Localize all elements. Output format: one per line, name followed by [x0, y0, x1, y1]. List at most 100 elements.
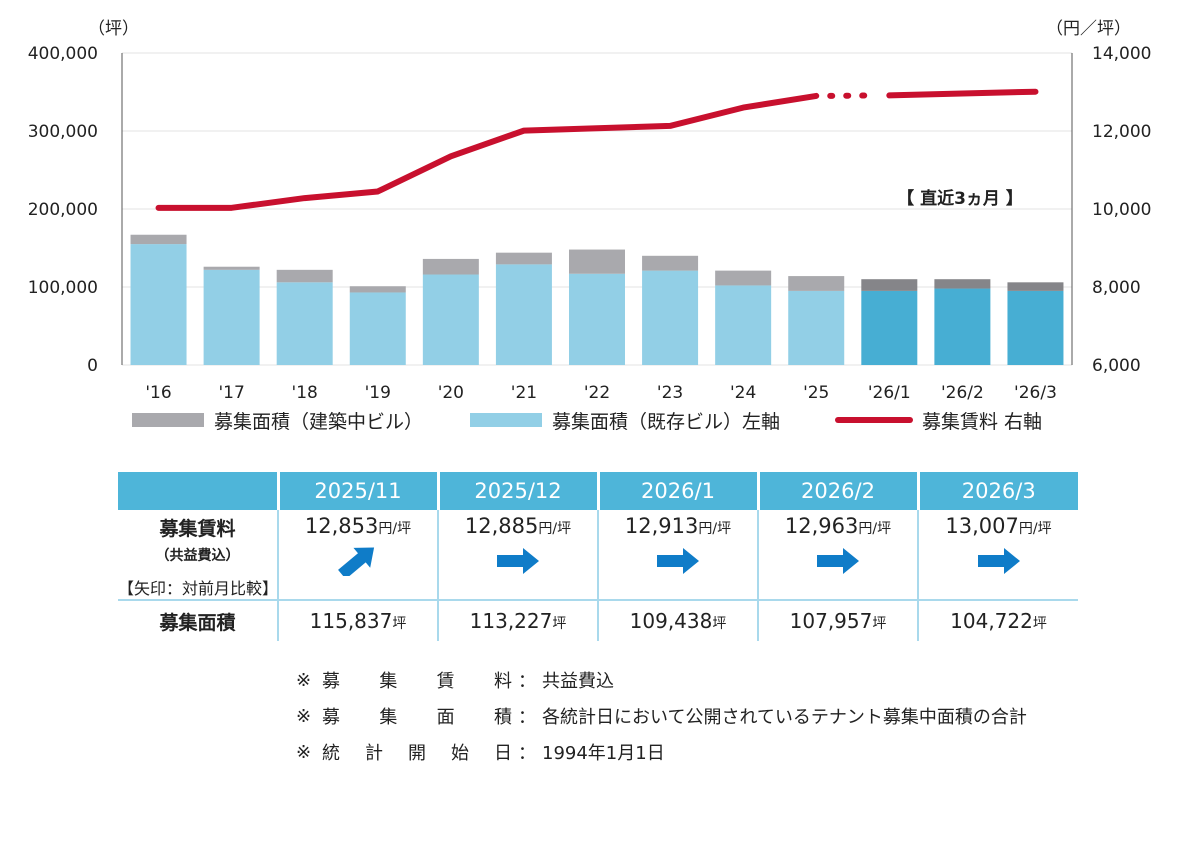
summary-table: 2025/11 2025/12 2026/1 2026/2 2026/3 募集賃…: [118, 472, 1078, 641]
right-tick-label: 12,000: [1092, 122, 1151, 142]
table-header-month: 2026/1: [596, 472, 758, 510]
footnote-label-char: 統: [322, 743, 340, 764]
arrow-right-icon: [817, 548, 859, 574]
bar-existing: [569, 273, 625, 365]
area-cell: 107,957坪: [757, 599, 918, 641]
bar-under-construction: [422, 258, 479, 275]
area-value: 113,227: [469, 609, 553, 633]
x-tick-label: '20: [438, 383, 464, 403]
bar-under-construction: [276, 269, 333, 283]
x-tick-label: '18: [292, 383, 318, 403]
rent-cell: 12,885円/坪: [437, 510, 598, 600]
footnote-text: 各統計日において公開されているテナント募集中面積の合計: [542, 707, 1027, 728]
bar-existing: [130, 244, 187, 365]
rent-value: 12,853: [304, 514, 379, 538]
footnote-label-char: 料: [493, 671, 512, 692]
rent-cell: 12,963円/坪: [757, 510, 918, 600]
x-tick-label: '21: [511, 383, 537, 403]
area-cell: 113,227坪: [437, 599, 598, 641]
rent-unit: 円/坪: [858, 521, 892, 537]
table-row-area: 募集面積 115,837坪 113,227坪 109,438坪 107,957坪…: [118, 599, 1078, 641]
arrow-right-icon: [657, 548, 699, 574]
area-unit: 坪: [392, 616, 407, 632]
footnote-label-char: 積: [493, 707, 512, 728]
footnote-mark: ※: [296, 705, 312, 727]
rent-value: 12,885: [464, 514, 539, 538]
bar-existing: [276, 282, 333, 365]
bar-existing: [1007, 290, 1064, 365]
footnote-text: 1994年1月1日: [542, 743, 665, 764]
area-value: 104,722: [950, 609, 1033, 633]
footnote-mark: ※: [296, 669, 312, 691]
table-header-month: 2025/11: [276, 472, 438, 510]
footnotes: ※ 募集賃料：共益費込 ※ 募集面積：各統計日において公開されているテナント募集中面積…: [296, 662, 1027, 770]
legend-swatch-construction: [132, 413, 204, 427]
footnote-label-char: 面: [436, 707, 455, 728]
rent-label-main: 募集賃料: [159, 518, 236, 540]
bar-under-construction: [569, 249, 625, 274]
bar-existing: [349, 292, 406, 365]
rent-line-recent: [886, 88, 1039, 99]
chart-area: 0 100,000 200,000 300,000 400,000 6,000 8,000 1…: [28, 19, 1152, 433]
table-row-rent: 募集賃料（共益費込） 【矢印：対前月比較】 12,853円/坪 12,885円/…: [118, 510, 1078, 600]
rent-unit: 円/坪: [538, 521, 572, 537]
right-tick-label: 10,000: [1092, 200, 1151, 220]
rent-line: [155, 92, 820, 211]
area-cell: 115,837坪: [277, 599, 438, 641]
left-tick-label: 100,000: [28, 278, 98, 298]
rent-value: 12,963: [784, 514, 859, 538]
rent-label-sub: （共益費込）: [155, 548, 240, 564]
area-cell: 109,438坪: [597, 599, 758, 641]
footnote-mark: ※: [296, 741, 312, 763]
x-tick-label: '16: [145, 383, 171, 403]
bar-existing: [788, 290, 845, 365]
footnote-row: ※ 募 集 面 積 ： 各統計日において公開されているテナント募集中面積の合計: [296, 698, 1027, 734]
x-tick-label: '19: [365, 383, 391, 403]
area-unit: 坪: [712, 616, 727, 632]
rent-line-gap: [827, 92, 881, 99]
recent-annotation: 【 直近3ヵ月 】: [897, 188, 1023, 209]
legend-label-construction: 募集面積（建築中ビル）: [214, 411, 423, 433]
right-tick-label: 6,000: [1092, 356, 1141, 376]
footnote-label-char: 始: [451, 743, 469, 764]
area-unit: 坪: [1032, 616, 1047, 632]
bar-existing: [861, 290, 918, 365]
rent-value: 13,007: [945, 514, 1019, 538]
footnote-label: 募集賃料: [322, 667, 518, 693]
rent-cell: 13,007円/坪: [917, 510, 1078, 600]
left-tick-label: 300,000: [28, 122, 98, 142]
x-tick-label: '26/2: [941, 383, 984, 403]
bar-under-construction: [203, 266, 260, 270]
bar-under-construction: [934, 279, 991, 289]
footnote-colon: ：: [518, 707, 536, 728]
area-value: 115,837: [309, 609, 393, 633]
footnote-text: 共益費込: [542, 671, 614, 692]
bar-existing: [715, 285, 772, 365]
area-label: 募集面積: [159, 611, 236, 634]
x-tick-label: '26/3: [1014, 383, 1057, 403]
table-header-row: 2025/11 2025/12 2026/1 2026/2 2026/3: [118, 472, 1078, 510]
x-tick-label: '17: [218, 383, 244, 403]
bar-existing: [203, 269, 260, 365]
table-header-blank: [118, 472, 278, 510]
bar-under-construction: [642, 255, 699, 271]
footnote-label-char: 集: [379, 707, 398, 728]
x-tick-label: '22: [584, 383, 610, 403]
left-tick-label: 200,000: [28, 200, 98, 220]
footnote-label-char: 開: [408, 743, 426, 764]
area-unit: 坪: [872, 616, 887, 632]
bar-under-construction: [788, 276, 845, 291]
footnote-label-char: 計: [365, 743, 383, 764]
left-tick-label: 0: [87, 356, 98, 376]
area-value: 109,438: [629, 609, 713, 633]
legend-label-rent: 募集賃料 右軸: [922, 411, 1042, 433]
area-label-cell: 募集面積: [118, 599, 278, 641]
bar-under-construction: [130, 234, 187, 245]
bar-existing: [495, 264, 552, 365]
area-unit: 坪: [552, 616, 567, 632]
x-tick-label: '24: [730, 383, 756, 403]
arrow-right-icon: [497, 548, 539, 574]
rent-value: 12,913: [624, 514, 699, 538]
table-header-month: 2025/12: [436, 472, 598, 510]
table-header-month: 2026/2: [756, 472, 918, 510]
